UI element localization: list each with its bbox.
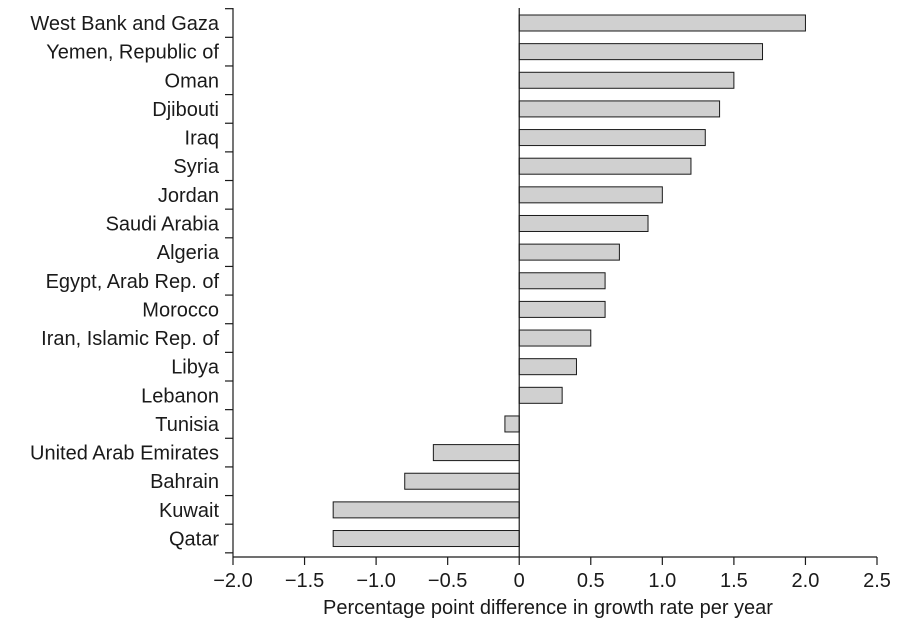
bar-libya [519,359,576,375]
bar-tunisia [505,416,519,432]
bar-kuwait [333,502,519,518]
category-label-tunisia: Tunisia [155,414,220,436]
category-label-jordan: Jordan [158,185,219,207]
x-tick-label: 1.0 [648,570,676,592]
bars-layer [333,15,805,547]
category-label-iraq: Iraq [185,128,219,150]
x-tick-label: −2.0 [213,570,252,592]
category-label-algeria: Algeria [157,242,220,264]
bar-egypt-arab-rep-of [519,273,605,289]
x-tick-label: 1.5 [720,570,748,592]
category-label-egypt-arab-rep-of: Egypt, Arab Rep. of [46,271,220,293]
category-label-iran-islamic-rep-of: Iran, Islamic Rep. of [41,328,219,350]
bar-oman [519,72,734,88]
category-label-syria: Syria [173,156,219,178]
category-label-west-bank-and-gaza: West Bank and Gaza [30,13,220,35]
category-label-morocco: Morocco [142,299,219,321]
category-label-saudi-arabia: Saudi Arabia [106,213,220,235]
x-tick-label: 0 [514,570,525,592]
category-label-libya: Libya [171,357,220,379]
x-axis-title: Percentage point difference in growth ra… [323,597,773,619]
category-label-djibouti: Djibouti [152,99,219,121]
bar-yemen-republic-of [519,44,762,60]
category-label-yemen-republic-of: Yemen, Republic of [46,42,219,64]
bar-iran-islamic-rep-of [519,330,591,346]
bar-bahrain [405,473,519,489]
bar-iraq [519,130,705,146]
category-label-qatar: Qatar [169,529,219,551]
bar-west-bank-and-gaza [519,15,805,31]
x-tick-label: 2.0 [792,570,820,592]
category-label-lebanon: Lebanon [141,385,219,407]
category-label-oman: Oman [165,70,219,92]
bar-qatar [333,531,519,547]
x-tick-label: 0.5 [577,570,605,592]
category-label-bahrain: Bahrain [150,471,219,493]
x-tick-label: −0.5 [428,570,467,592]
bar-djibouti [519,101,719,117]
x-tick-label: −1.0 [356,570,395,592]
bar-saudi-arabia [519,215,648,231]
bar-algeria [519,244,619,260]
category-label-united-arab-emirates: United Arab Emirates [30,443,219,465]
x-tick-label: 2.5 [863,570,891,592]
bar-jordan [519,187,662,203]
bar-united-arab-emirates [433,445,519,461]
bar-lebanon [519,387,562,403]
category-label-kuwait: Kuwait [159,500,219,522]
bar-syria [519,158,691,174]
bar-morocco [519,301,605,317]
x-tick-label: −1.5 [285,570,324,592]
